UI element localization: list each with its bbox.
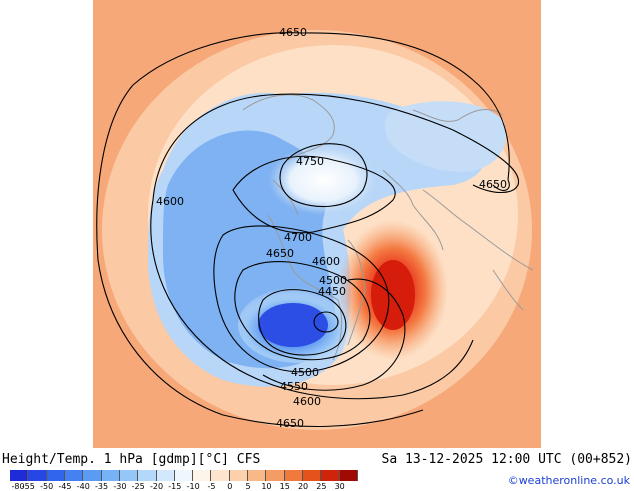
valid-time: Sa 13-12-2025 12:00 UTC (00+852) bbox=[381, 452, 632, 467]
contour-label: 4650 bbox=[479, 178, 507, 191]
colorbar-cell bbox=[174, 470, 194, 481]
map-canvas: 4650 4750 4650 4600 4700 4650 4600 4500 … bbox=[93, 0, 541, 448]
contour-label: 4500 bbox=[291, 366, 319, 379]
colorbar-tick-label: -50 bbox=[40, 482, 54, 491]
coastlines bbox=[242, 94, 534, 361]
colorbar-tick-label: 25 bbox=[316, 482, 327, 491]
colorbar-tick-label: 10 bbox=[261, 482, 272, 491]
colorbar-tick-label: 30 bbox=[334, 482, 345, 491]
colorbar-tick-label: -45 bbox=[58, 482, 72, 491]
colorbar-tick-label: -15 bbox=[168, 482, 182, 491]
contour-label: 4550 bbox=[280, 380, 308, 393]
colorbar-tick-label: 5 bbox=[245, 482, 251, 491]
colorbar-cell bbox=[321, 470, 340, 481]
colorbar-cell bbox=[211, 470, 230, 481]
colorbar-cell bbox=[303, 470, 322, 481]
colorbar-tick-label: -10 bbox=[186, 482, 200, 491]
colorbar-cell bbox=[248, 470, 267, 481]
cold-core-dark bbox=[258, 303, 328, 347]
colorbar-cell bbox=[10, 470, 29, 481]
colorbar-cell bbox=[156, 470, 175, 481]
colorbar: -80 -55 -50 -45 -40 -35 -30 -25 -20 -15 -10 -5 0 5 10 1… bbox=[10, 470, 358, 491]
colorbar-tick-label: 20 bbox=[297, 482, 309, 491]
contour-label: 4450 bbox=[318, 285, 346, 298]
contour-label: 4650 bbox=[279, 26, 307, 39]
colorbar-cell bbox=[101, 470, 120, 481]
colorbar-tick-label: -5 bbox=[207, 482, 216, 491]
colorbar-cell bbox=[339, 470, 358, 481]
cold-east-lobe bbox=[385, 101, 507, 172]
colorbar-cell bbox=[284, 470, 304, 481]
polar-high-area bbox=[268, 145, 378, 215]
colorbar-tick-label: -25 bbox=[131, 482, 145, 491]
hot-core-dark bbox=[371, 260, 415, 330]
colorbar-tick-label: -40 bbox=[76, 482, 90, 491]
colorbar-cell bbox=[266, 470, 285, 481]
height-contours bbox=[96, 32, 520, 428]
colorbar-cell bbox=[46, 470, 65, 481]
colorbar-tick-label: -35 bbox=[95, 482, 109, 491]
credit-link[interactable]: ©weatheronline.co.uk bbox=[507, 474, 630, 487]
colorbar-cell bbox=[64, 470, 84, 481]
colorbar-cell bbox=[119, 470, 139, 481]
colorbar-cell bbox=[28, 470, 47, 481]
colorbar-tick-label: 15 bbox=[279, 482, 290, 491]
contour-label: 4600 bbox=[293, 395, 321, 408]
colorbar-tick-label: -55 bbox=[21, 482, 35, 491]
contour-label: 4500 bbox=[319, 274, 347, 287]
contour-label: 4650 bbox=[276, 417, 304, 430]
map-title: Height/Temp. 1 hPa [gdmp][°C] CFS bbox=[2, 452, 261, 467]
contour-label: 4750 bbox=[296, 155, 324, 168]
contour-label: 4600 bbox=[312, 255, 340, 268]
contour-label: 4600 bbox=[156, 195, 184, 208]
weather-map: 4650 4750 4650 4600 4700 4650 4600 4500 … bbox=[93, 0, 541, 448]
colorbar-cell bbox=[138, 470, 157, 481]
colorbar-tick-label: -20 bbox=[149, 482, 164, 491]
colorbar-tick-label: -30 bbox=[113, 482, 127, 491]
colorbar-cell bbox=[83, 470, 102, 481]
contour-label: 4700 bbox=[284, 231, 312, 244]
colorbar-cell bbox=[229, 470, 249, 481]
colorbar-tick-label: 0 bbox=[227, 482, 233, 491]
colorbar-tick-label: -80 bbox=[11, 482, 25, 491]
colorbar-cell bbox=[193, 470, 212, 481]
contour-label: 4650 bbox=[266, 247, 294, 260]
